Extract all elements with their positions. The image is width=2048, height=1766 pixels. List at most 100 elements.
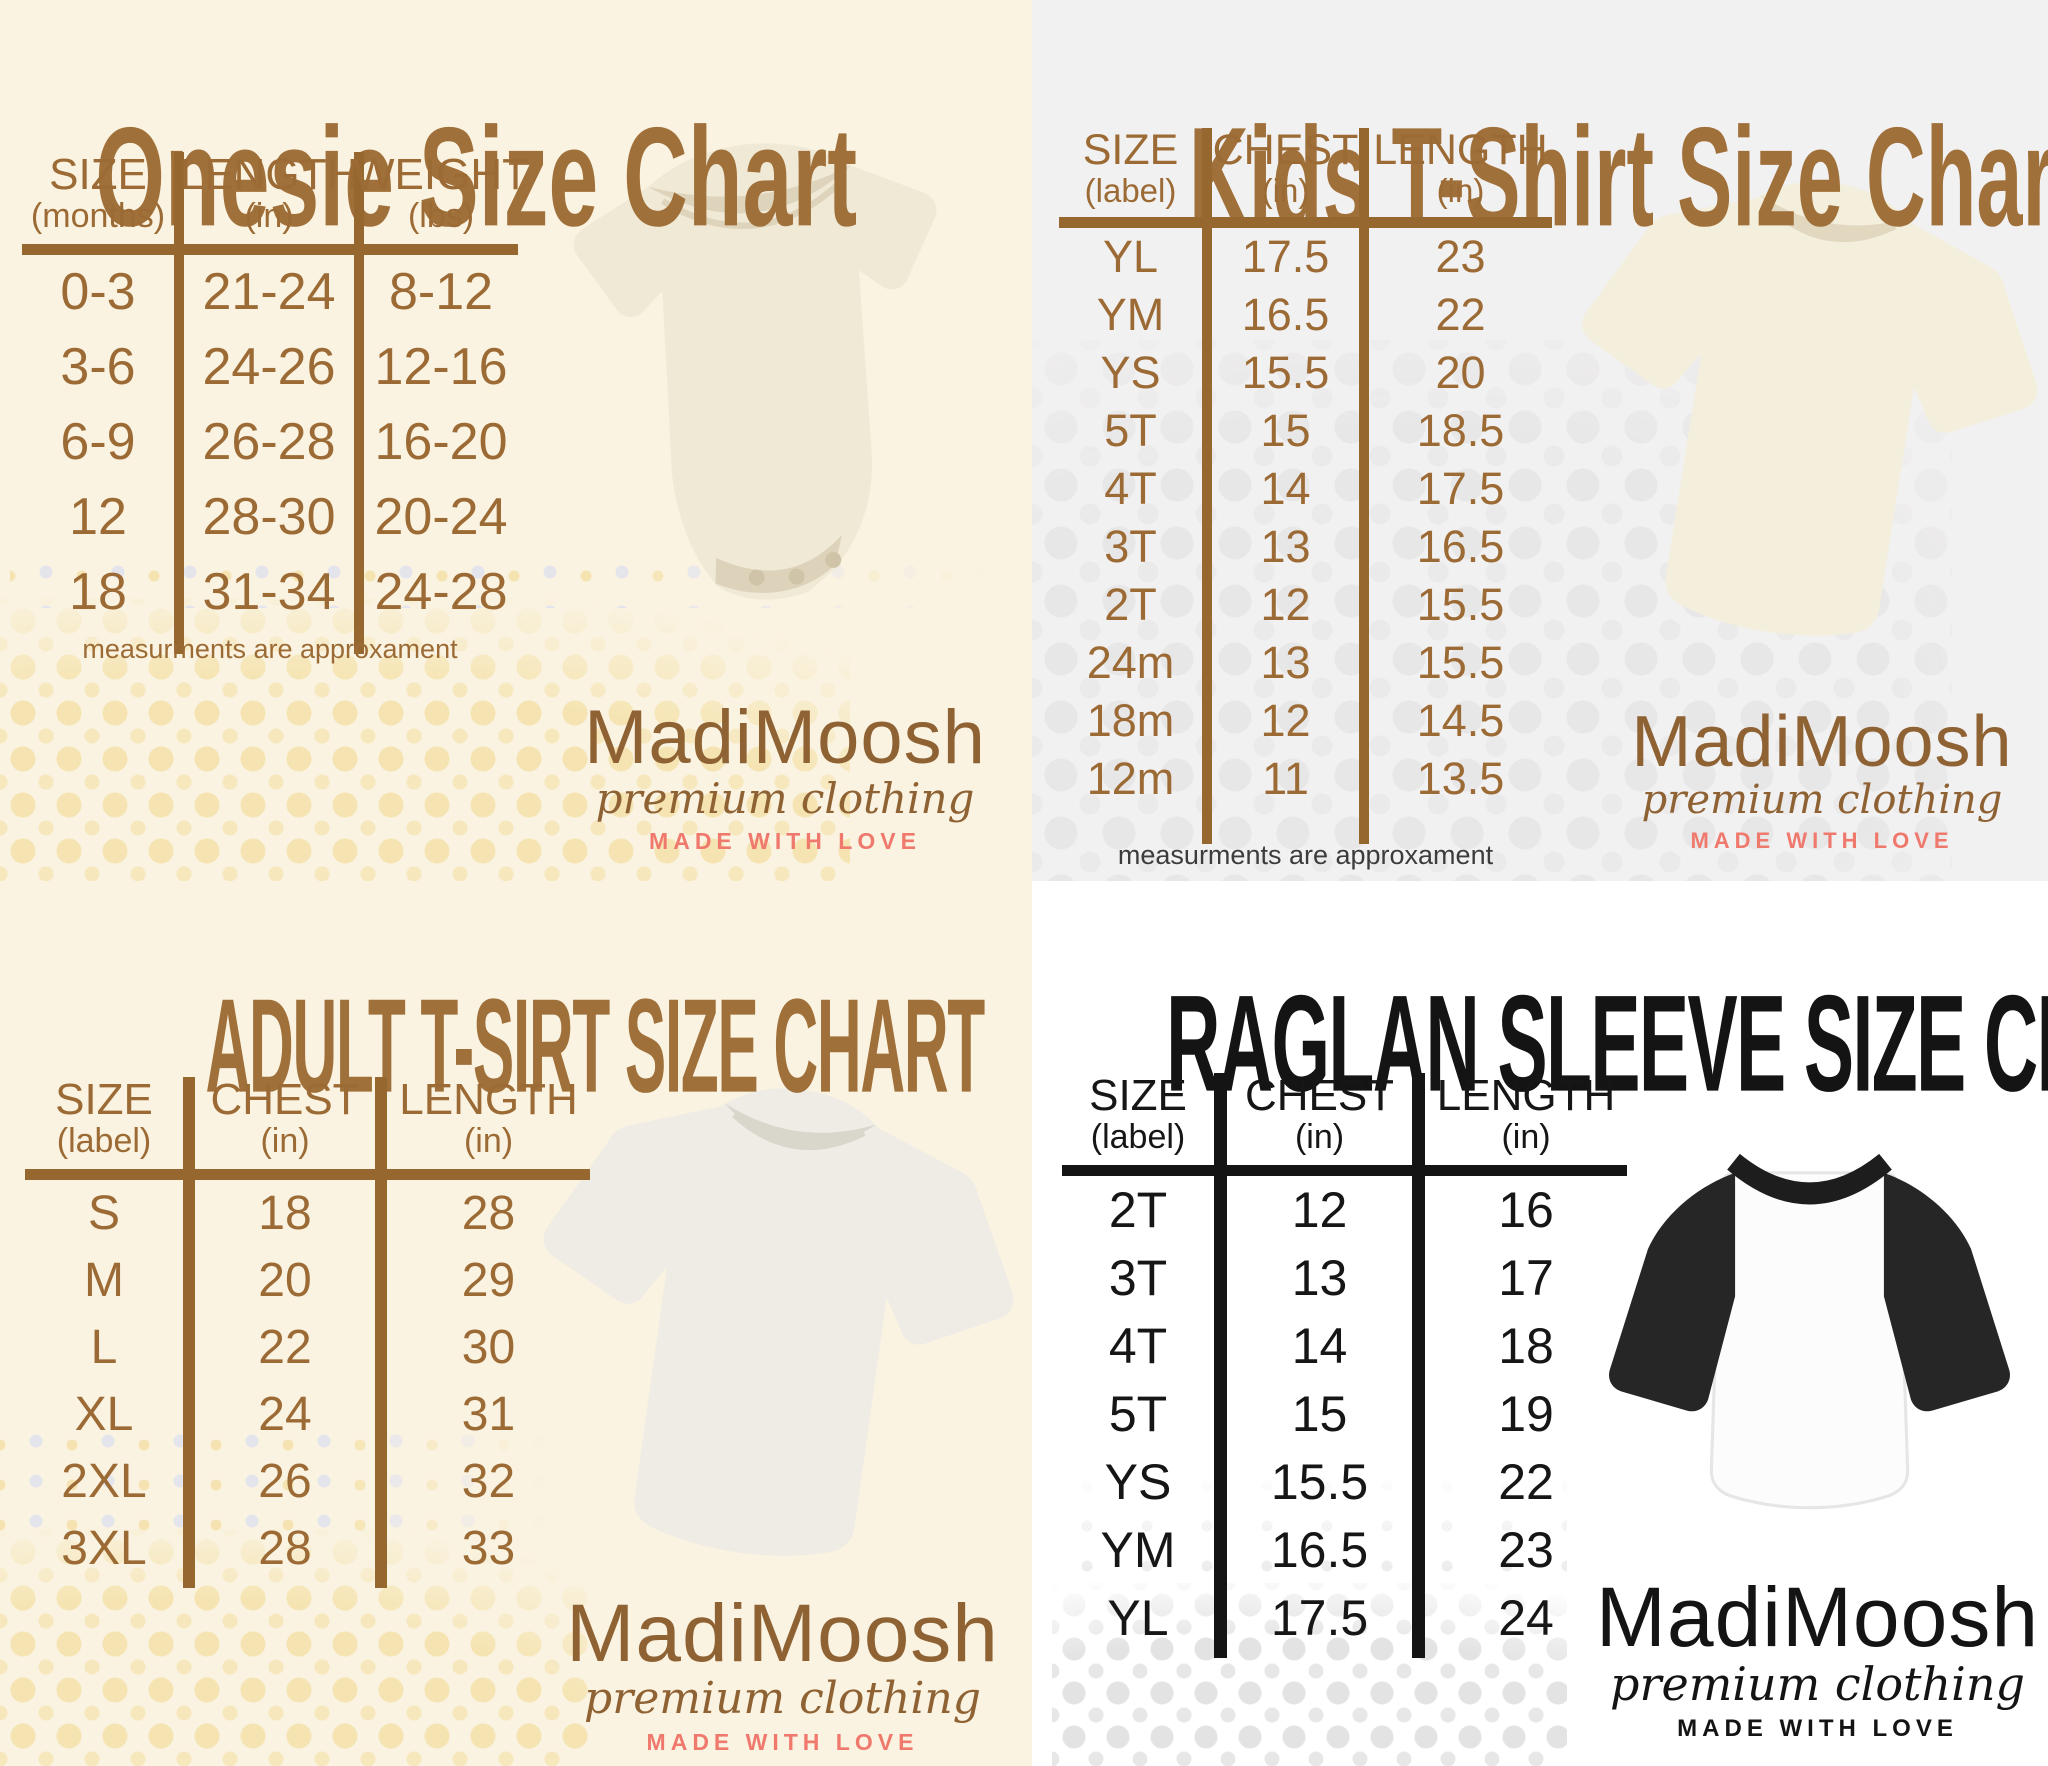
table-cell: 18 xyxy=(183,1179,375,1247)
column-header: LENGTH (in) xyxy=(375,1076,590,1180)
chart-title: ADULT T-SIRT SIZE CHART xyxy=(205,970,985,1120)
table-cell: 26-28 xyxy=(174,404,354,480)
table-cell: 12 xyxy=(1214,1175,1412,1244)
chart-title: Kids T-Shirt Size Chart xyxy=(1188,98,2048,256)
table-cell: 3XL xyxy=(61,1521,147,1575)
table-cell: 14 xyxy=(1214,1311,1412,1380)
table-cell: 2T xyxy=(1104,579,1157,631)
table-cell: 14 xyxy=(1202,460,1359,519)
table-cell: 15 xyxy=(1202,402,1359,461)
chart-title: RAGLAN SLEEVE SIZE CHART xyxy=(1166,966,2048,1120)
table-cell: L xyxy=(90,1320,118,1374)
table-cell: 32 xyxy=(375,1447,590,1515)
table-cell: S xyxy=(87,1186,120,1240)
table-cell: 11 xyxy=(1202,750,1359,809)
table-cell: 18 xyxy=(1412,1311,1627,1380)
table-cell: 8-12 xyxy=(354,254,518,330)
raglan-sleeve-size-chart-panel: RAGLAN SLEEVE SIZE CHART SIZE(label) CHE… xyxy=(1032,881,2048,1766)
table-cell: 29 xyxy=(375,1246,590,1314)
table-cell: 31-34 xyxy=(174,554,354,630)
table-cell: 22 xyxy=(1359,286,1552,345)
table-cell: 12 xyxy=(69,488,127,547)
table-cell: 17.5 xyxy=(1202,228,1359,287)
table-cell: 33 xyxy=(375,1514,590,1582)
table-cell: 17 xyxy=(1412,1243,1627,1312)
column-header: CHEST (in) xyxy=(1214,1072,1412,1176)
table-cell: 20 xyxy=(1359,344,1552,403)
brand-name: MadiMoosh xyxy=(1595,1570,2040,1664)
table-cell: XL xyxy=(74,1387,134,1441)
onesie-photo xyxy=(573,143,937,600)
table-cell: 24-28 xyxy=(354,554,518,630)
table-cell: 18m xyxy=(1086,695,1175,747)
table-rule-extension xyxy=(375,1581,590,1588)
column-header: SIZE (label) xyxy=(1062,1072,1214,1176)
table-cell: 3-6 xyxy=(60,338,136,397)
table-cell: 21-24 xyxy=(174,254,354,330)
brand-name: MadiMoosh xyxy=(566,1588,999,1679)
table-cell: 15.5 xyxy=(1359,576,1552,635)
column-header: SIZE (label) xyxy=(25,1076,183,1180)
kids-tshirt-photo xyxy=(1582,181,2038,636)
table-cell: 5T xyxy=(1108,1385,1168,1442)
brand-logo: MadiMoosh premium clothing MADE WITH LOV… xyxy=(1597,706,2047,852)
size-table: SIZE (label) CHEST (in) LENGTH (in) S 18 28 M 2… xyxy=(25,1076,590,1588)
column-header: CHEST (in) xyxy=(183,1076,375,1180)
table-cell: 15.5 xyxy=(1214,1447,1412,1516)
brand-tagline: MADE WITH LOVE xyxy=(1677,1715,1958,1742)
table-cell: 12 xyxy=(1202,692,1359,751)
table-cell: YM xyxy=(1096,289,1165,341)
table-cell: 4T xyxy=(1104,463,1157,515)
column-header: LENGTH (in) xyxy=(174,151,358,255)
table-cell: 0-3 xyxy=(60,263,136,322)
table-rule-extension xyxy=(1214,1651,1412,1658)
table-cell: 13 xyxy=(1214,1243,1412,1312)
chart-title: Onesie Size Chart xyxy=(95,98,858,256)
table-cell: 16 xyxy=(1412,1175,1627,1244)
column-header: SIZE (months) xyxy=(22,151,174,255)
table-cell: YL xyxy=(1102,231,1159,283)
brand-subtitle: premium clothing xyxy=(595,774,975,823)
table-cell: 30 xyxy=(375,1313,590,1381)
adult-tshirt-size-chart-panel: ADULT T-SIRT SIZE CHART SIZE (label) CHES… xyxy=(0,881,1032,1766)
table-cell: 3T xyxy=(1104,521,1157,573)
measurement-note: measurments are approxament xyxy=(1117,840,1494,870)
table-cell: 18.5 xyxy=(1359,402,1552,461)
size-table: SIZE (months) LENGTH (in) WEIGHT (lbs) 0-3 2… xyxy=(22,151,529,654)
measurement-note: measurments are approxament xyxy=(82,634,458,664)
table-cell: YS xyxy=(1104,1453,1172,1510)
table-cell: 15.5 xyxy=(1202,344,1359,403)
table-cell: 2T xyxy=(1108,1181,1168,1238)
table-rule-extension xyxy=(25,1582,183,1588)
table-rule-extension xyxy=(174,629,354,654)
table-cell: 16.5 xyxy=(1214,1515,1412,1584)
table-cell: 16.5 xyxy=(1202,286,1359,345)
brand-logo: MadiMoosh premium clothing MADE WITH LOV… xyxy=(545,700,1025,853)
table-cell: YS xyxy=(1100,347,1161,399)
raglan-shirt-photo xyxy=(1609,1153,2010,1510)
column-header: WEIGHT (lbs) xyxy=(353,151,529,255)
table-cell: 14.5 xyxy=(1359,692,1552,751)
brand-tagline: MADE WITH LOVE xyxy=(1690,828,1954,853)
brand-logo: MadiMoosh premium clothing MADE WITH LOV… xyxy=(540,1593,1025,1754)
table-cell: 24-26 xyxy=(174,329,354,405)
table-cell: 20-24 xyxy=(354,479,518,555)
brand-name: MadiMoosh xyxy=(584,695,986,780)
table-cell: 28 xyxy=(183,1514,375,1582)
table-cell: 16.5 xyxy=(1359,518,1552,577)
table-cell: 19 xyxy=(1412,1379,1627,1448)
onesie-size-chart-panel: Onesie Size Chart SIZE (months) LENGTH (in… xyxy=(0,0,1032,881)
table-rule-extension xyxy=(354,629,518,654)
table-cell: M xyxy=(84,1253,124,1307)
table-rule-extension xyxy=(1359,808,1552,845)
column-header: CHEST (in) xyxy=(1202,127,1359,229)
table-cell: 2XL xyxy=(61,1454,147,1508)
table-rule-extension xyxy=(1062,1652,1214,1658)
brand-tagline: MADE WITH LOVE xyxy=(649,828,921,854)
table-cell: 16-20 xyxy=(354,404,518,480)
table-cell: 23 xyxy=(1359,228,1552,287)
table-cell: 28 xyxy=(375,1179,590,1247)
adult-tshirt-photo xyxy=(543,1088,1014,1556)
table-cell: 24 xyxy=(183,1380,375,1448)
